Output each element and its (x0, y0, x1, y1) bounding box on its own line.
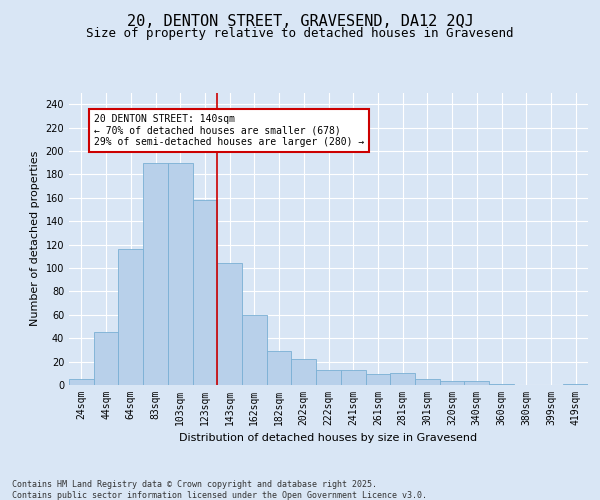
X-axis label: Distribution of detached houses by size in Gravesend: Distribution of detached houses by size … (179, 434, 478, 444)
Bar (390, 374, 415, 385)
Bar (217, 264, 242, 385)
Text: 20 DENTON STREET: 140sqm
← 70% of detached houses are smaller (678)
29% of semi-: 20 DENTON STREET: 140sqm ← 70% of detach… (94, 114, 364, 147)
Text: Contains public sector information licensed under the Open Government Licence v3: Contains public sector information licen… (12, 491, 427, 500)
Text: 20, DENTON STREET, GRAVESEND, DA12 2QJ: 20, DENTON STREET, GRAVESEND, DA12 2QJ (127, 14, 473, 29)
Y-axis label: Number of detached properties: Number of detached properties (30, 151, 40, 326)
Bar (563, 384, 588, 385)
Bar (267, 351, 292, 385)
Bar (193, 200, 217, 385)
Text: Size of property relative to detached houses in Gravesend: Size of property relative to detached ho… (86, 28, 514, 40)
Bar (415, 379, 440, 385)
Bar (440, 382, 464, 385)
Bar (143, 162, 168, 385)
Bar (464, 382, 489, 385)
Bar (292, 360, 316, 385)
Bar (118, 250, 143, 385)
Bar (316, 370, 341, 385)
Text: Contains HM Land Registry data © Crown copyright and database right 2025.: Contains HM Land Registry data © Crown c… (12, 480, 377, 489)
Bar (242, 315, 267, 385)
Bar (94, 332, 118, 385)
Bar (69, 379, 94, 385)
Bar (365, 374, 390, 385)
Bar (168, 162, 193, 385)
Bar (489, 384, 514, 385)
Bar (341, 370, 365, 385)
